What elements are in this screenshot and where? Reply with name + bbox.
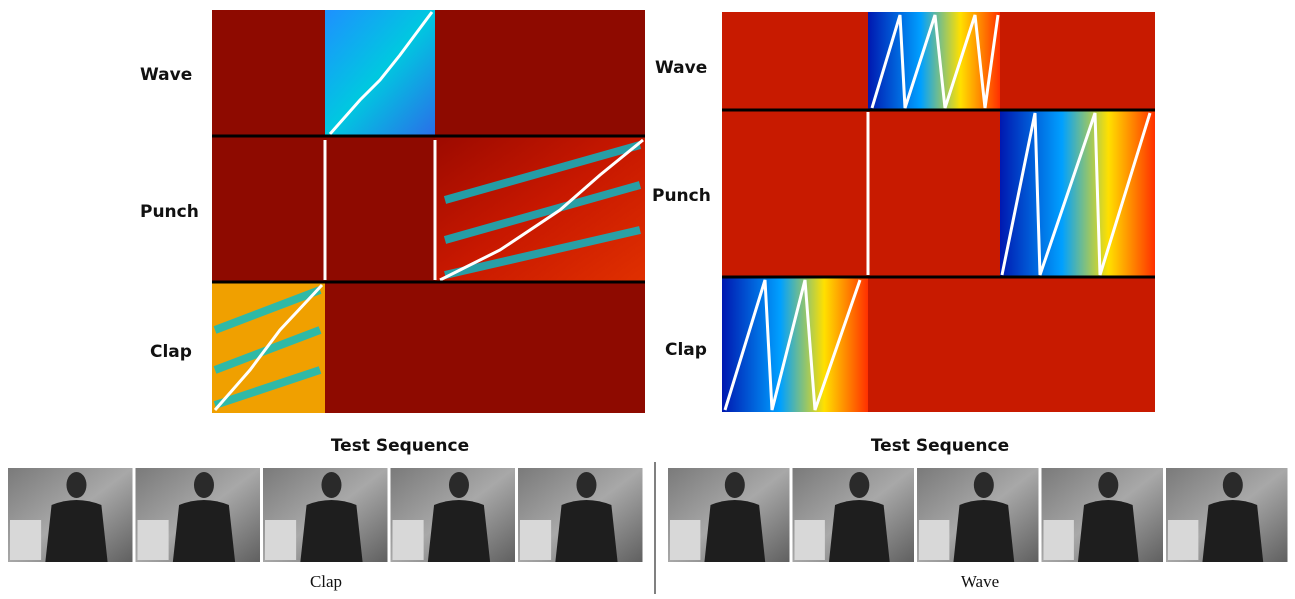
person-body [828,500,890,562]
person-head [973,472,994,498]
frame-box [520,520,552,560]
person-head [576,472,597,498]
person-body [555,500,618,562]
caption: Clap [310,572,342,591]
frame-box [137,520,169,560]
frame-box [1168,520,1199,560]
right-heatmap: Wave Punch Clap Test Sequence [652,12,1155,456]
match-block [435,136,645,282]
left-heatmap: Wave Punch Clap Test Sequence [140,10,645,456]
frame-box [265,520,297,560]
person-body [45,500,108,562]
person-head [193,472,214,498]
frame-box [794,520,825,560]
person-head [448,472,469,498]
person-head [724,472,745,498]
person-head [1222,472,1243,498]
row-label: Clap [150,342,192,362]
match-block [868,12,1000,110]
person-body [1202,500,1264,562]
person-head [321,472,342,498]
x-label: Test Sequence [331,436,469,456]
caption: Wave [961,572,999,591]
person-body [953,500,1015,562]
frame-box [670,520,701,560]
frame-box [919,520,950,560]
x-label: Test Sequence [871,436,1009,456]
frame-box [392,520,424,560]
person-body [704,500,766,562]
row-dividers [212,134,645,284]
row-label: Wave [655,58,707,78]
bands [213,141,642,409]
person-body [300,500,363,562]
row-label: Clap [665,340,707,360]
person-head [1098,472,1119,498]
video-frames [8,468,1288,562]
person-head [849,472,870,498]
path-lines [213,11,644,411]
person-head [66,472,87,498]
row-label: Wave [140,65,192,85]
person-body [1077,500,1139,562]
frame-box [1043,520,1074,560]
frame-box [10,520,42,560]
person-body [172,500,236,562]
row-dividers [722,108,1155,279]
row-label: Punch [652,186,711,206]
match-block [1000,110,1155,277]
person-body [427,500,491,562]
row-label: Punch [140,202,199,222]
path-lines [723,14,1152,411]
